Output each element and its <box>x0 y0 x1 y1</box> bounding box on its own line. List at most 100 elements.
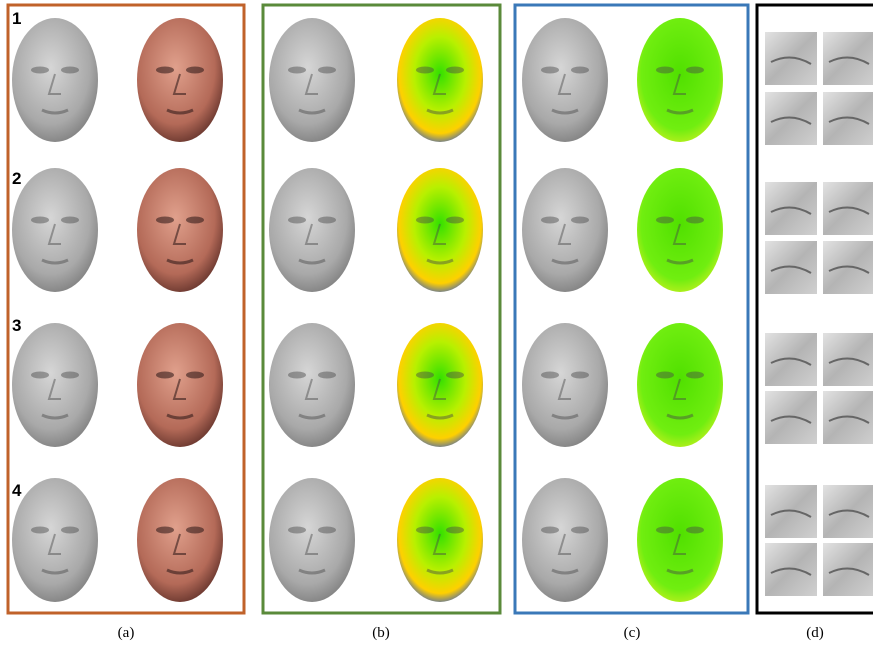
face <box>12 18 98 142</box>
face <box>397 478 483 602</box>
eye <box>416 372 434 379</box>
eye <box>541 527 559 534</box>
eye <box>156 527 174 534</box>
face <box>637 478 723 602</box>
face <box>522 323 608 447</box>
thumbnails <box>765 32 873 596</box>
face-shape <box>137 168 223 292</box>
eye <box>318 372 336 379</box>
face <box>12 168 98 292</box>
detail-thumbnail <box>823 485 873 538</box>
face-shape <box>137 18 223 142</box>
eye <box>156 217 174 224</box>
face-shape <box>397 323 483 447</box>
face <box>137 478 223 602</box>
eye <box>61 372 79 379</box>
eye <box>541 67 559 74</box>
panel-caption: (d) <box>806 625 824 641</box>
faces <box>12 18 723 602</box>
detail-thumbnail <box>823 32 873 85</box>
face-shape <box>637 478 723 602</box>
eye <box>288 527 306 534</box>
eye <box>288 67 306 74</box>
eye <box>571 372 589 379</box>
eye <box>416 527 434 534</box>
face <box>397 168 483 292</box>
eye <box>686 67 704 74</box>
face-shape <box>12 323 98 447</box>
panel-caption: (c) <box>624 625 641 641</box>
eye <box>318 217 336 224</box>
face <box>397 18 483 142</box>
eye <box>288 372 306 379</box>
eye <box>571 217 589 224</box>
eye <box>31 67 49 74</box>
face <box>12 478 98 602</box>
eye <box>686 527 704 534</box>
panel-caption: (a) <box>118 625 135 641</box>
row-number: 1 <box>12 9 21 28</box>
eye <box>656 527 674 534</box>
face-shape <box>137 323 223 447</box>
eye <box>186 67 204 74</box>
face-shape <box>522 323 608 447</box>
eye <box>416 67 434 74</box>
face <box>637 18 723 142</box>
eye <box>416 217 434 224</box>
face-shape <box>397 18 483 142</box>
face-shape <box>397 478 483 602</box>
face-shape <box>637 168 723 292</box>
eye <box>571 67 589 74</box>
eye <box>186 527 204 534</box>
face <box>269 18 355 142</box>
face-shape <box>522 478 608 602</box>
face <box>522 478 608 602</box>
face-shape <box>522 168 608 292</box>
face-shape <box>269 168 355 292</box>
face-shape <box>269 478 355 602</box>
eye <box>446 67 464 74</box>
face-shape <box>397 168 483 292</box>
eye <box>656 67 674 74</box>
detail-thumbnail <box>823 182 873 235</box>
eye <box>656 217 674 224</box>
eye <box>686 217 704 224</box>
detail-thumbnail <box>823 543 873 596</box>
row-number: 3 <box>12 316 21 335</box>
face <box>522 168 608 292</box>
face <box>12 323 98 447</box>
face <box>269 478 355 602</box>
face-shape <box>12 168 98 292</box>
eye <box>318 67 336 74</box>
face <box>269 323 355 447</box>
face <box>137 18 223 142</box>
detail-thumbnail <box>823 391 873 444</box>
eye <box>61 217 79 224</box>
face <box>637 168 723 292</box>
face-shape <box>637 323 723 447</box>
eye <box>31 217 49 224</box>
eye <box>288 217 306 224</box>
panel-caption: (b) <box>372 625 390 641</box>
eye <box>186 372 204 379</box>
face <box>397 323 483 447</box>
face <box>522 18 608 142</box>
eye <box>446 527 464 534</box>
eye <box>31 527 49 534</box>
face-shape <box>637 18 723 142</box>
detail-thumbnail <box>823 241 873 294</box>
face-shape <box>522 18 608 142</box>
face-shape <box>269 323 355 447</box>
row-number: 2 <box>12 169 21 188</box>
eye <box>571 527 589 534</box>
eye <box>31 372 49 379</box>
eye <box>686 372 704 379</box>
eye <box>61 67 79 74</box>
eye <box>656 372 674 379</box>
face-shape <box>12 478 98 602</box>
eye <box>156 372 174 379</box>
detail-thumbnail <box>823 92 873 145</box>
face <box>137 323 223 447</box>
face-shape <box>269 18 355 142</box>
row-number: 4 <box>12 481 22 500</box>
